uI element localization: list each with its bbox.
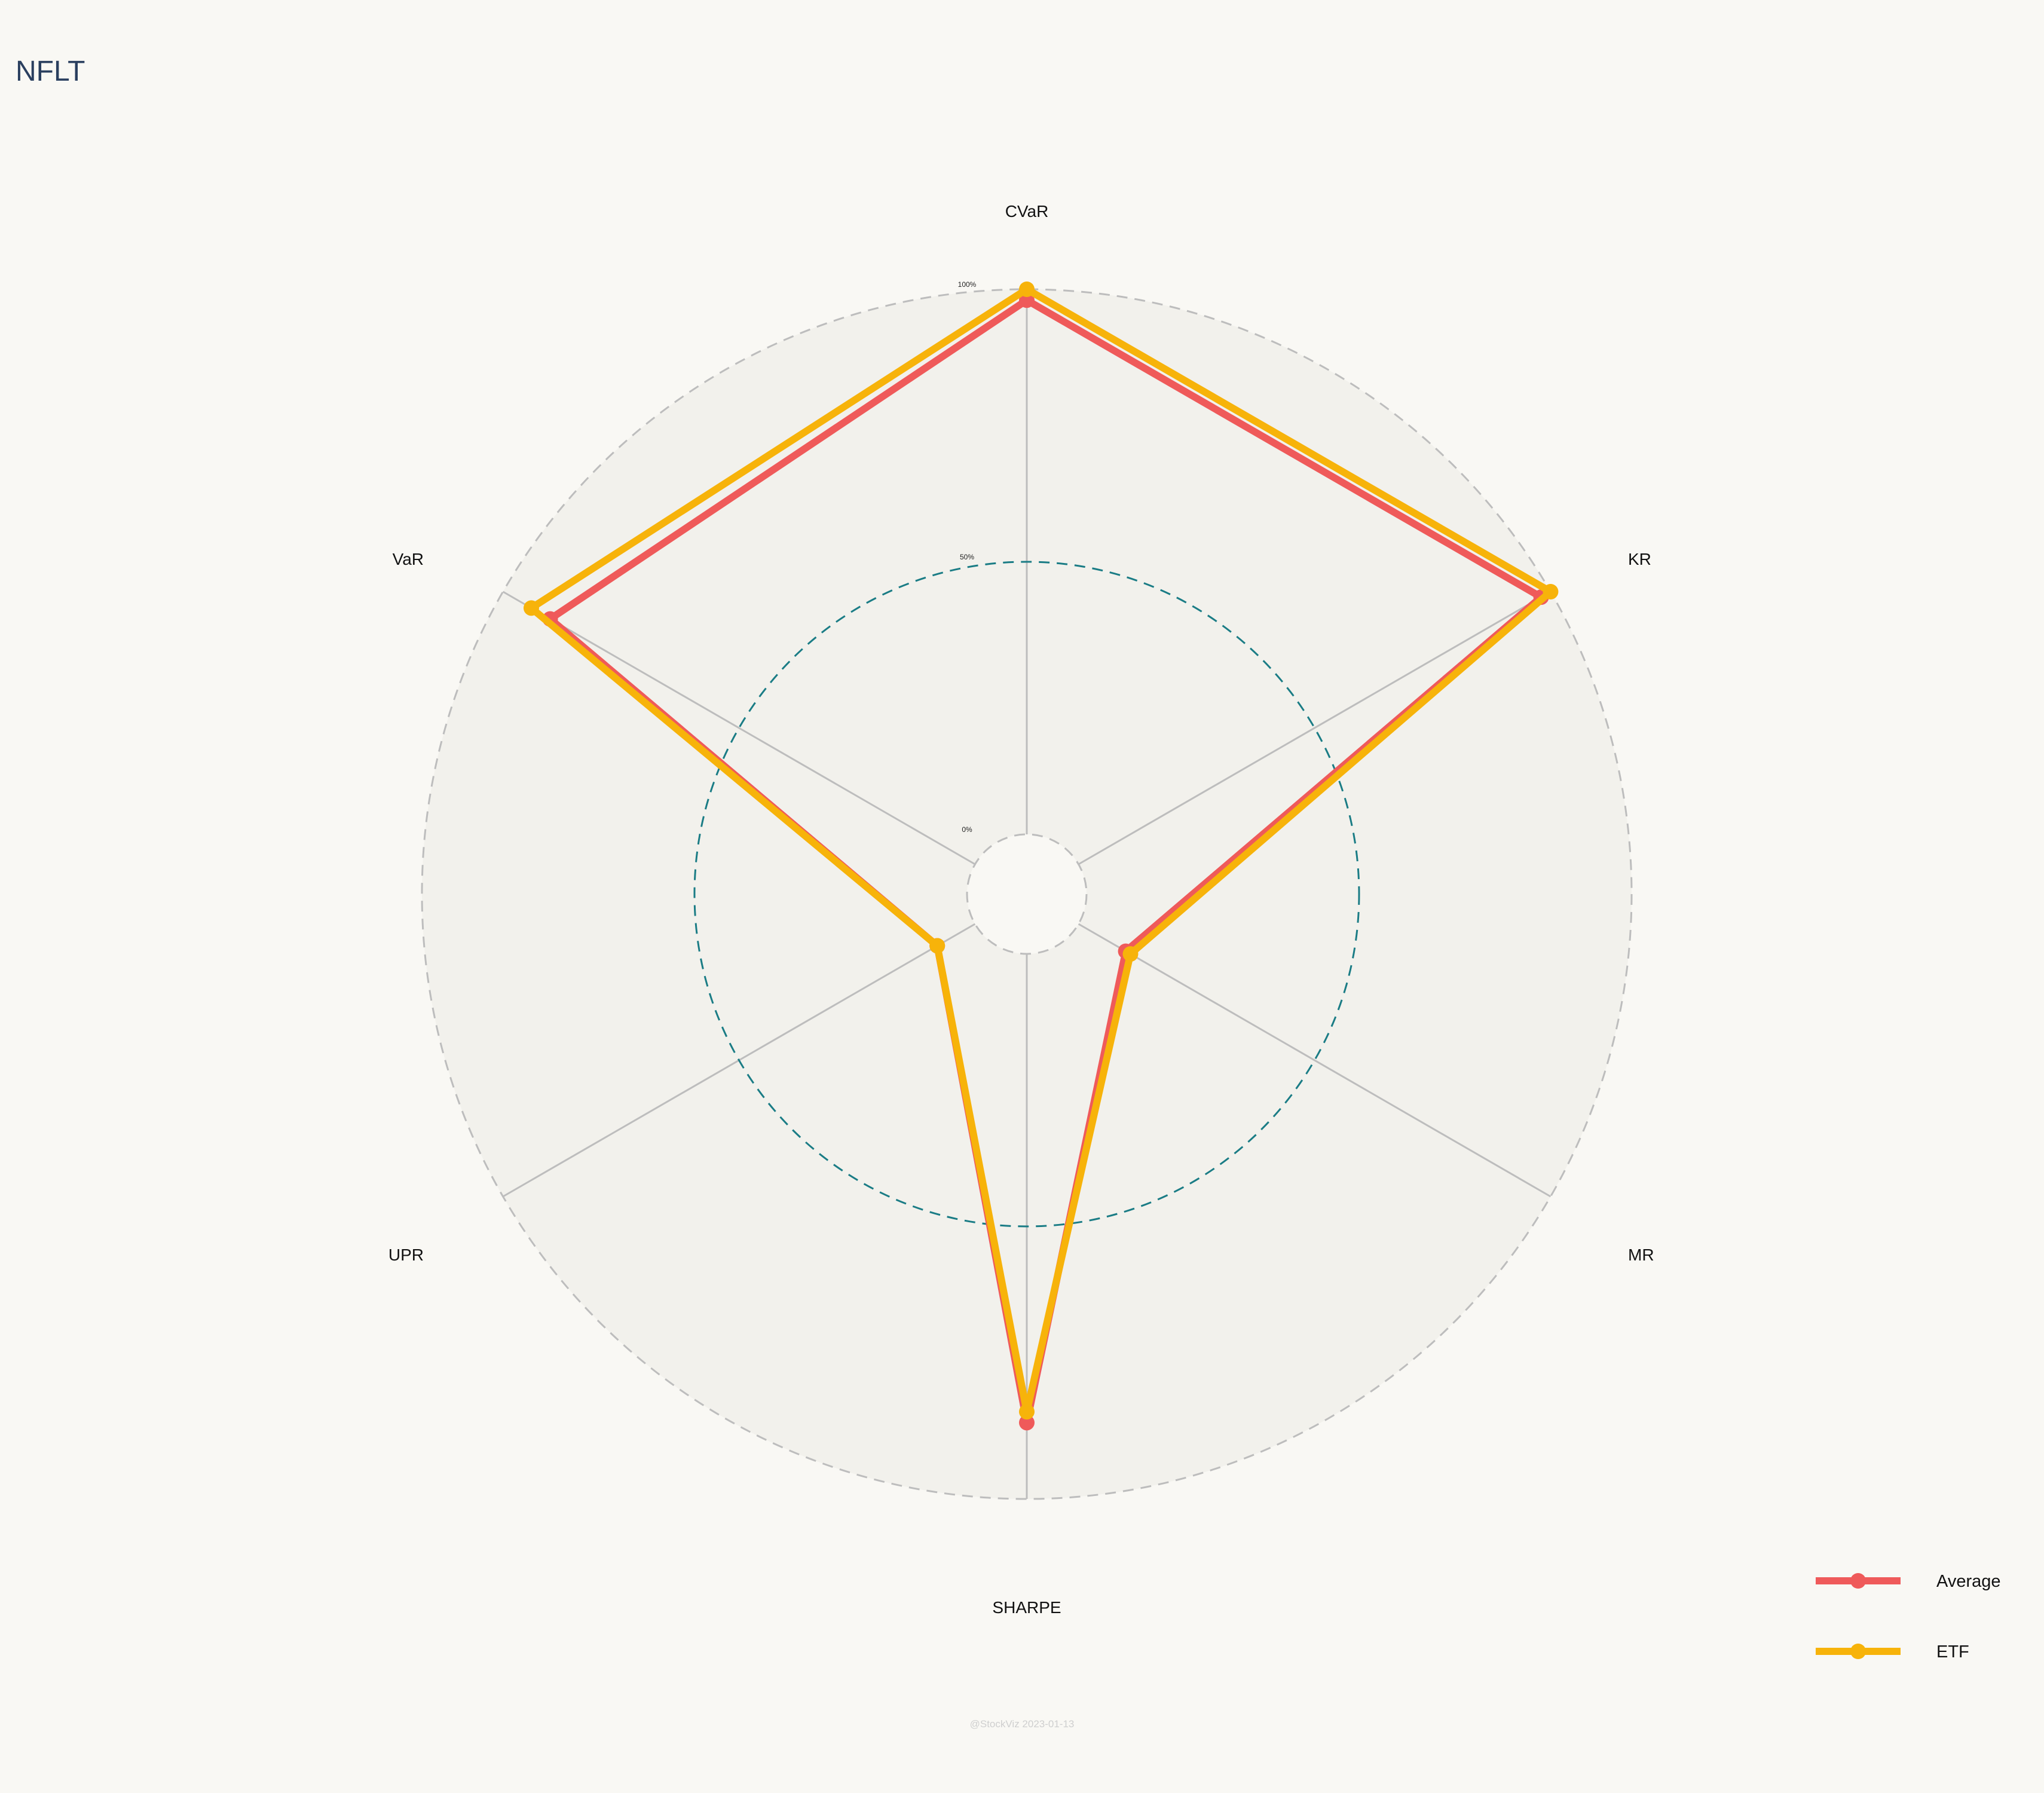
series-etf	[523, 282, 1559, 1420]
legend-label-average: Average	[1936, 1572, 2001, 1591]
series-layer	[523, 282, 1559, 1431]
axis-label-sharpe: SHARPE	[992, 1598, 1061, 1617]
radar-spoke-mr	[1078, 923, 1552, 1198]
legend-swatch-marker	[1850, 1573, 1866, 1589]
radar-spoke-var	[502, 590, 976, 865]
data-point-average-cvar	[1019, 292, 1035, 308]
data-point-etf-sharpe	[1019, 1404, 1035, 1420]
data-point-average-sharpe	[1019, 1415, 1035, 1431]
radial-tick-label: 0%	[962, 825, 972, 834]
radar-grid	[421, 288, 1633, 1500]
radar-panel-background	[422, 289, 1632, 1499]
radial-tick-label: 100%	[958, 280, 977, 289]
radial-tick-label: 50%	[960, 553, 974, 561]
data-point-etf-kr	[1543, 584, 1559, 599]
axis-label-cvar: CVaR	[1005, 202, 1049, 221]
axis-label-mr: MR	[1628, 1246, 1654, 1264]
radar-ring-100	[421, 288, 1633, 1500]
axis-label-kr: KR	[1628, 550, 1651, 568]
data-point-etf-var	[523, 600, 539, 616]
data-point-etf-upr	[929, 938, 945, 954]
axis-label-var: VaR	[393, 550, 424, 568]
watermark-text: @StockViz 2023-01-13	[970, 1718, 1075, 1730]
axis-labels: CVaR KR MR SHARPE UPR VaR	[388, 202, 1654, 1617]
chart-title: NFLT	[16, 56, 85, 87]
legend-label-etf: ETF	[1936, 1642, 1969, 1662]
axis-label-upr: UPR	[388, 1246, 424, 1264]
radar-ring-0	[966, 833, 1088, 955]
radar-panel	[422, 289, 1632, 1499]
radar-ring-50	[693, 561, 1360, 1228]
radial-tick-labels: 0% 50% 100%	[958, 280, 977, 834]
radar-spoke-kr	[1078, 590, 1552, 865]
legend-swatch-marker	[1850, 1644, 1866, 1659]
data-point-etf-mr	[1122, 946, 1139, 962]
legend-item-etf: ETF	[1816, 1642, 1969, 1662]
data-point-etf-cvar	[1019, 282, 1035, 297]
legend: Average ETF	[1816, 1572, 2001, 1662]
legend-item-average: Average	[1816, 1572, 2001, 1591]
